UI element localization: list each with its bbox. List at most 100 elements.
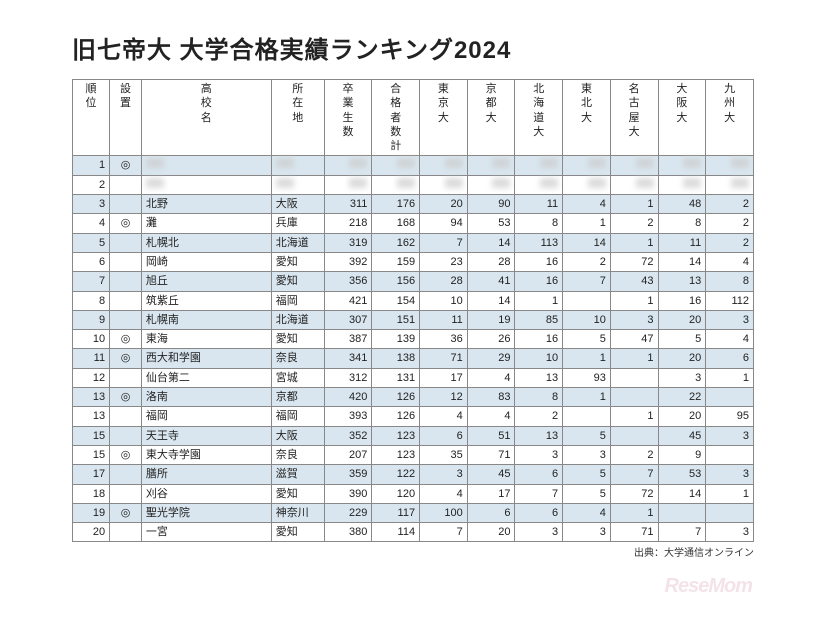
cell-kyoto: 20 — [467, 523, 515, 542]
cell-school: 灘 — [141, 214, 271, 233]
cell-kyoto: 4 — [467, 407, 515, 426]
cell-mark — [110, 175, 142, 194]
cell-hokkaido: 6 — [515, 465, 563, 484]
table-row: 20一宮愛知380114720337173 — [73, 523, 754, 542]
table-row: 13福岡福岡39312644212095 — [73, 407, 754, 426]
table-row: 15◎東大寺学園奈良20712335713329 — [73, 445, 754, 464]
cell-total — [372, 156, 420, 175]
table-row: 3北野大阪31117620901141482 — [73, 195, 754, 214]
cell-kyushu: 4 — [706, 330, 754, 349]
cell-tokyo: 35 — [420, 445, 468, 464]
cell-osaka: 5 — [658, 330, 706, 349]
cell-pref: 福岡 — [271, 291, 324, 310]
cell-total: 117 — [372, 503, 420, 522]
cell-pref: 大阪 — [271, 426, 324, 445]
cell-tohoku: 2 — [563, 252, 611, 271]
cell-kyoto: 83 — [467, 388, 515, 407]
cell-mark — [110, 465, 142, 484]
blurred-cell — [349, 178, 367, 188]
cell-tohoku: 3 — [563, 445, 611, 464]
cell-hokkaido: 16 — [515, 252, 563, 271]
col-header-mark: 設置 — [110, 80, 142, 156]
cell-osaka: 14 — [658, 484, 706, 503]
cell-kyushu: 6 — [706, 349, 754, 368]
cell-grads: 390 — [324, 484, 372, 503]
cell-grads: 392 — [324, 252, 372, 271]
cell-grads: 380 — [324, 523, 372, 542]
cell-mark: ◎ — [110, 156, 142, 175]
cell-mark: ◎ — [110, 503, 142, 522]
blurred-cell — [683, 178, 701, 188]
cell-tokyo: 4 — [420, 407, 468, 426]
cell-osaka — [658, 175, 706, 194]
cell-tokyo: 17 — [420, 368, 468, 387]
cell-tokyo: 3 — [420, 465, 468, 484]
cell-school: 福岡 — [141, 407, 271, 426]
cell-nagoya: 1 — [610, 233, 658, 252]
cell-nagoya: 72 — [610, 484, 658, 503]
cell-pref: 福岡 — [271, 407, 324, 426]
cell-kyushu: 8 — [706, 272, 754, 291]
cell-total: 123 — [372, 445, 420, 464]
cell-kyoto: 29 — [467, 349, 515, 368]
table-row: 8筑紫丘福岡42115410141116112 — [73, 291, 754, 310]
cell-school: 仙台第二 — [141, 368, 271, 387]
watermark: ReseMom — [665, 575, 752, 598]
cell-kyushu: 2 — [706, 214, 754, 233]
cell-total: 120 — [372, 484, 420, 503]
table-row: 13◎洛南京都42012612838122 — [73, 388, 754, 407]
cell-tohoku: 1 — [563, 388, 611, 407]
cell-tokyo: 23 — [420, 252, 468, 271]
cell-total: 156 — [372, 272, 420, 291]
blurred-cell — [683, 158, 701, 168]
cell-kyushu — [706, 445, 754, 464]
cell-nagoya: 2 — [610, 445, 658, 464]
cell-grads: 319 — [324, 233, 372, 252]
cell-rank: 11 — [73, 349, 110, 368]
cell-tokyo: 12 — [420, 388, 468, 407]
blurred-cell — [445, 178, 463, 188]
cell-tohoku: 4 — [563, 503, 611, 522]
cell-mark: ◎ — [110, 214, 142, 233]
cell-mark: ◎ — [110, 445, 142, 464]
cell-mark: ◎ — [110, 388, 142, 407]
cell-rank: 10 — [73, 330, 110, 349]
col-header-rank: 順位 — [73, 80, 110, 156]
col-header-tokyo: 東京大 — [420, 80, 468, 156]
cell-nagoya: 3 — [610, 310, 658, 329]
cell-total: 126 — [372, 407, 420, 426]
cell-pref — [271, 175, 324, 194]
cell-pref: 愛知 — [271, 330, 324, 349]
table-row: 18刈谷愛知3901204177572141 — [73, 484, 754, 503]
cell-school: 洛南 — [141, 388, 271, 407]
cell-kyushu: 3 — [706, 426, 754, 445]
cell-rank: 8 — [73, 291, 110, 310]
cell-tohoku: 5 — [563, 426, 611, 445]
cell-pref: 宮城 — [271, 368, 324, 387]
cell-total: 123 — [372, 426, 420, 445]
cell-osaka: 14 — [658, 252, 706, 271]
cell-school: 一宮 — [141, 523, 271, 542]
cell-rank: 13 — [73, 407, 110, 426]
cell-grads: 352 — [324, 426, 372, 445]
blurred-cell — [731, 158, 749, 168]
cell-grads: 356 — [324, 272, 372, 291]
cell-kyushu — [706, 388, 754, 407]
cell-nagoya — [610, 368, 658, 387]
cell-tohoku — [563, 156, 611, 175]
cell-tohoku: 7 — [563, 272, 611, 291]
cell-hokkaido: 11 — [515, 195, 563, 214]
cell-nagoya: 1 — [610, 291, 658, 310]
cell-kyoto: 28 — [467, 252, 515, 271]
cell-tohoku — [563, 175, 611, 194]
table-row: 11◎西大和学園奈良34113871291011206 — [73, 349, 754, 368]
cell-grads: 229 — [324, 503, 372, 522]
cell-pref: 愛知 — [271, 252, 324, 271]
col-header-school: 高校名 — [141, 80, 271, 156]
cell-mark — [110, 291, 142, 310]
col-header-kyoto: 京都大 — [467, 80, 515, 156]
cell-pref: 愛知 — [271, 272, 324, 291]
cell-nagoya — [610, 175, 658, 194]
cell-kyushu: 3 — [706, 310, 754, 329]
blurred-cell — [636, 158, 654, 168]
